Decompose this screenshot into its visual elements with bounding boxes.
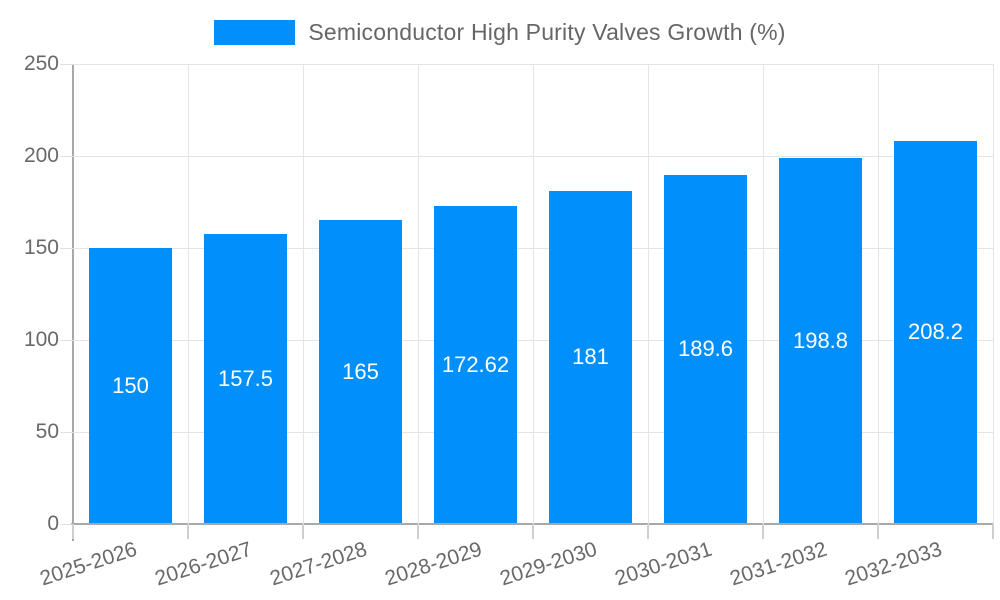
- bar[interactable]: 172.62: [434, 206, 517, 523]
- vertical-gridline: [417, 64, 419, 524]
- x-axis-label: 2026-2027: [152, 537, 255, 591]
- x-axis-tick: [762, 524, 764, 539]
- x-axis-label: 2027-2028: [267, 537, 370, 591]
- legend[interactable]: Semiconductor High Purity Valves Growth …: [0, 17, 1000, 47]
- x-axis-tick: [72, 524, 74, 539]
- bar[interactable]: 198.8: [779, 158, 862, 523]
- vertical-gridline: [532, 64, 534, 524]
- x-axis-label: 2031-2032: [727, 537, 830, 591]
- x-axis-tick: [992, 524, 994, 539]
- vertical-gridline: [877, 64, 879, 524]
- bar[interactable]: 165: [319, 220, 402, 523]
- y-axis-label: 0: [47, 512, 59, 535]
- vertical-gridline: [302, 64, 304, 524]
- plot-area: 150 157.5 165 172.62 181 189.6 198.8 208.2: [60, 63, 994, 541]
- vertical-gridline: [762, 64, 764, 524]
- x-axis-label: 2029-2030: [497, 537, 600, 591]
- bar-value-label: 150: [112, 372, 149, 398]
- y-axis-tick: [60, 247, 73, 249]
- x-axis-tick: [302, 524, 304, 539]
- bar-value-label: 172.62: [441, 351, 510, 377]
- x-axis-label: 2030-2031: [612, 537, 715, 591]
- bar-value-label: 165: [342, 358, 379, 384]
- bar[interactable]: 208.2: [894, 140, 977, 523]
- bar-value-label: 157.5: [217, 365, 274, 391]
- legend-label: Semiconductor High Purity Valves Growth …: [308, 18, 786, 45]
- y-axis-tick: [60, 523, 73, 525]
- y-axis-label: 250: [23, 52, 59, 75]
- vertical-gridline: [992, 64, 994, 524]
- bar-value-label: 181: [572, 343, 609, 369]
- x-axis-tick: [877, 524, 879, 539]
- y-axis-tick: [60, 339, 73, 341]
- x-axis-tick: [647, 524, 649, 539]
- y-axis-label: 200: [23, 144, 59, 167]
- y-axis-label: 100: [23, 328, 59, 351]
- vertical-gridline: [647, 64, 649, 524]
- y-axis-label: 150: [23, 236, 59, 259]
- bar-value-label: 208.2: [907, 318, 964, 344]
- x-axis-tick: [532, 524, 534, 539]
- bar[interactable]: 157.5: [204, 234, 287, 523]
- x-axis-tick: [187, 524, 189, 539]
- bar[interactable]: 189.6: [664, 175, 747, 523]
- x-axis-label: 2028-2029: [382, 537, 485, 591]
- y-axis-tick: [60, 155, 73, 157]
- y-axis-label: 50: [35, 420, 59, 443]
- y-axis-tick: [60, 63, 73, 65]
- y-axis-tick: [60, 431, 73, 433]
- vertical-gridline: [187, 64, 189, 524]
- bar[interactable]: 150: [89, 248, 172, 523]
- x-axis-label: 2025-2026: [37, 537, 140, 591]
- y-axis-line: [72, 64, 74, 541]
- bar-value-label: 189.6: [677, 336, 734, 362]
- x-axis-label: 2032-2033: [842, 537, 945, 591]
- x-axis-tick: [417, 524, 419, 539]
- bar[interactable]: 181: [549, 190, 632, 523]
- legend-swatch: [214, 19, 296, 45]
- bar-value-label: 198.8: [792, 327, 849, 353]
